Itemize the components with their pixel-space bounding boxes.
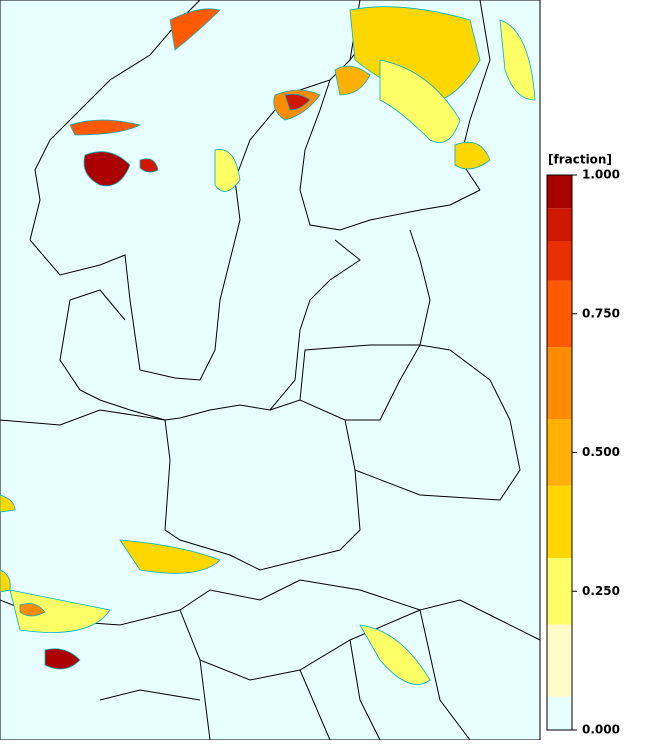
colorbar-bin — [547, 347, 572, 420]
colorbar: [fraction] 1.000 0.750 0.500 0.250 0.000 — [546, 153, 620, 737]
coastline — [299, 79, 481, 231]
border — [0, 229, 521, 571]
colorbar-bin — [547, 696, 572, 730]
colorbar-tick-label: 1.000 — [582, 168, 620, 182]
snow-patches — [0, 6, 536, 685]
map — [0, 0, 541, 741]
colorbar-tick-label: 0.000 — [582, 723, 620, 737]
colorbar-bin — [547, 241, 572, 281]
colorbar-tick-label: 0.250 — [582, 584, 620, 598]
colorbar-bin — [547, 175, 572, 209]
colorbar-tick-label: 0.750 — [582, 306, 620, 320]
coastline — [29, 0, 381, 381]
colorbar-bin — [547, 624, 572, 697]
coastline — [59, 239, 361, 421]
colorbar-tick-label: 0.500 — [582, 445, 620, 459]
colorbar-bin — [547, 208, 572, 242]
colorbar-label: [fraction] — [548, 153, 612, 167]
colorbar-bin — [547, 485, 572, 558]
colorbar-bin — [547, 557, 572, 625]
colorbar-bin — [547, 419, 572, 486]
colorbar-bin — [547, 280, 572, 348]
border — [0, 579, 541, 741]
